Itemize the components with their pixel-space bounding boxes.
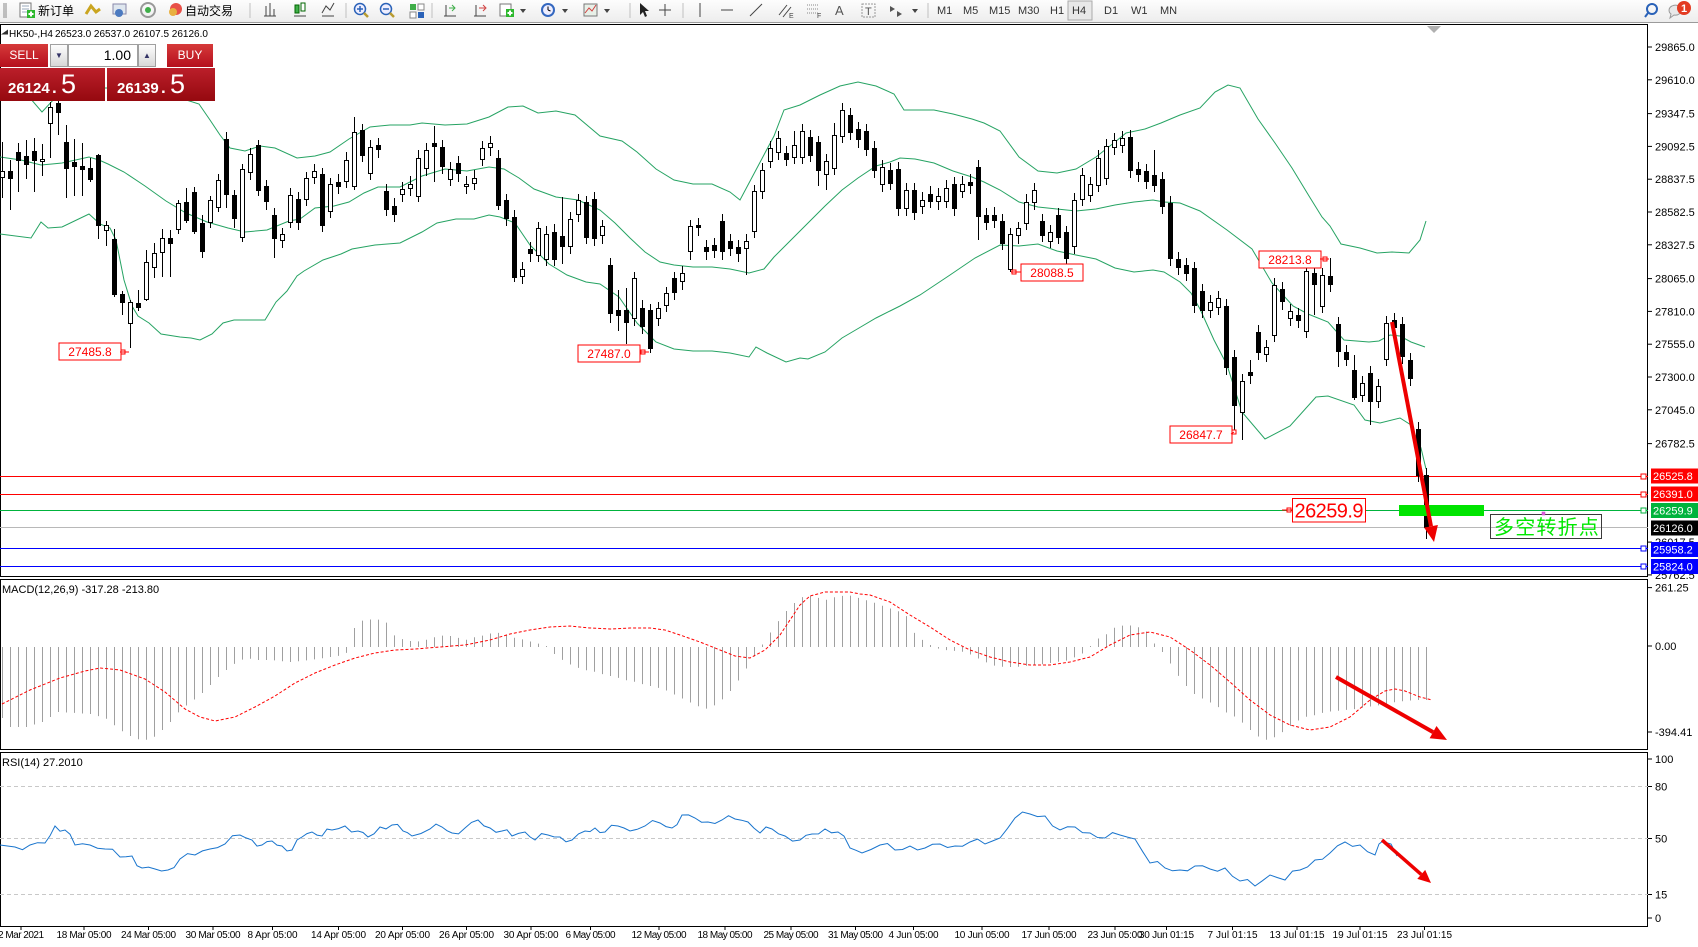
svg-text:80: 80 (1655, 781, 1667, 793)
svg-text:29865.0: 29865.0 (1655, 42, 1695, 54)
svg-text:7 Jul 01:15: 7 Jul 01:15 (1208, 930, 1258, 941)
svg-text:W1: W1 (1131, 5, 1148, 17)
svg-text:F: F (817, 13, 821, 20)
svg-text:M1: M1 (937, 5, 952, 17)
svg-text:2 Mar 2021: 2 Mar 2021 (0, 930, 44, 941)
svg-text:12 May 05:00: 12 May 05:00 (632, 930, 687, 941)
svg-text:14 Apr 05:00: 14 Apr 05:00 (311, 930, 366, 941)
svg-text:13 Jul 01:15: 13 Jul 01:15 (1270, 930, 1325, 941)
svg-text:24 Mar 05:00: 24 Mar 05:00 (121, 930, 176, 941)
svg-text:28327.5: 28327.5 (1655, 240, 1695, 252)
svg-text:M30: M30 (1018, 5, 1039, 17)
svg-text:30 Mar 05:00: 30 Mar 05:00 (186, 930, 241, 941)
svg-text:E: E (789, 13, 794, 20)
svg-text:18 May 05:00: 18 May 05:00 (698, 930, 753, 941)
svg-text:27045.0: 27045.0 (1655, 405, 1695, 417)
svg-text:28065.0: 28065.0 (1655, 274, 1695, 286)
svg-text:D1: D1 (1104, 5, 1118, 17)
svg-text:27485.8: 27485.8 (68, 345, 112, 359)
svg-text:50: 50 (1655, 833, 1667, 845)
svg-text:25958.2: 25958.2 (1653, 545, 1693, 557)
svg-text:29347.5: 29347.5 (1655, 109, 1695, 121)
svg-text:6 May 05:00: 6 May 05:00 (566, 930, 616, 941)
svg-text:-394.41: -394.41 (1655, 727, 1692, 739)
svg-text:8 Apr 05:00: 8 Apr 05:00 (248, 930, 298, 941)
svg-text:25 May 05:00: 25 May 05:00 (764, 930, 819, 941)
svg-text:H1: H1 (1050, 5, 1064, 17)
svg-text:A: A (835, 3, 844, 18)
svg-text:23 Jul 01:15: 23 Jul 01:15 (1397, 930, 1452, 941)
svg-text:26782.5: 26782.5 (1655, 439, 1695, 451)
svg-text:29610.0: 29610.0 (1655, 75, 1695, 87)
svg-text:4 Jun 05:00: 4 Jun 05:00 (889, 930, 939, 941)
svg-text:26523.0 26537.0 26107.5 26126.: 26523.0 26537.0 26107.5 26126.0 (55, 29, 208, 40)
svg-text:10 Jun 05:00: 10 Jun 05:00 (955, 930, 1010, 941)
svg-text:28582.5: 28582.5 (1655, 207, 1695, 219)
svg-text:30 Jun 01:15: 30 Jun 01:15 (1139, 930, 1194, 941)
svg-text:261.25: 261.25 (1655, 583, 1689, 595)
svg-text:23 Jun 05:00: 23 Jun 05:00 (1088, 930, 1143, 941)
svg-text:26847.7: 26847.7 (1179, 428, 1223, 442)
svg-text:100: 100 (1655, 754, 1673, 766)
svg-text:1: 1 (1681, 3, 1687, 15)
svg-text:15: 15 (1655, 889, 1667, 901)
svg-text:28213.8: 28213.8 (1268, 253, 1312, 267)
svg-text:M15: M15 (989, 5, 1010, 17)
svg-text:18 Mar 05:00: 18 Mar 05:00 (57, 930, 112, 941)
svg-text:26259.9: 26259.9 (1653, 506, 1693, 518)
svg-text:26259.9: 26259.9 (1295, 500, 1364, 522)
svg-text:多空转折点: 多空转折点 (1494, 516, 1600, 539)
svg-text:H4: H4 (1072, 5, 1086, 17)
svg-text:26 Apr 05:00: 26 Apr 05:00 (439, 930, 494, 941)
svg-text:自动交易: 自动交易 (185, 3, 233, 18)
svg-text:20 Apr 05:00: 20 Apr 05:00 (375, 930, 430, 941)
svg-text:25824.0: 25824.0 (1653, 562, 1693, 574)
svg-text:27487.0: 27487.0 (587, 347, 631, 361)
svg-text:19 Jul 01:15: 19 Jul 01:15 (1333, 930, 1388, 941)
svg-text:27810.0: 27810.0 (1655, 306, 1695, 318)
svg-text:27300.0: 27300.0 (1655, 372, 1695, 384)
svg-text:MN: MN (1160, 5, 1177, 17)
svg-text:RSI(14) 27.2010: RSI(14) 27.2010 (2, 757, 83, 769)
svg-text:26391.0: 26391.0 (1653, 489, 1693, 501)
svg-text:29092.5: 29092.5 (1655, 141, 1695, 153)
svg-text:HK50-,H4: HK50-,H4 (9, 29, 53, 40)
svg-text:28088.5: 28088.5 (1030, 266, 1074, 280)
svg-text:17 Jun 05:00: 17 Jun 05:00 (1022, 930, 1077, 941)
svg-text:30 Apr 05:00: 30 Apr 05:00 (504, 930, 559, 941)
svg-text:31 May 05:00: 31 May 05:00 (828, 930, 883, 941)
svg-text:T: T (865, 6, 872, 18)
svg-text:新订单: 新订单 (38, 3, 74, 18)
svg-text:26525.8: 26525.8 (1653, 471, 1693, 483)
svg-text:28837.5: 28837.5 (1655, 174, 1695, 186)
svg-text:M5: M5 (963, 5, 978, 17)
svg-text:26126.0: 26126.0 (1653, 523, 1693, 535)
svg-text:0: 0 (1655, 913, 1661, 925)
svg-text:0.00: 0.00 (1655, 641, 1676, 653)
svg-text:27555.0: 27555.0 (1655, 339, 1695, 351)
svg-text:MACD(12,26,9) -317.28 -213.80: MACD(12,26,9) -317.28 -213.80 (2, 584, 159, 596)
